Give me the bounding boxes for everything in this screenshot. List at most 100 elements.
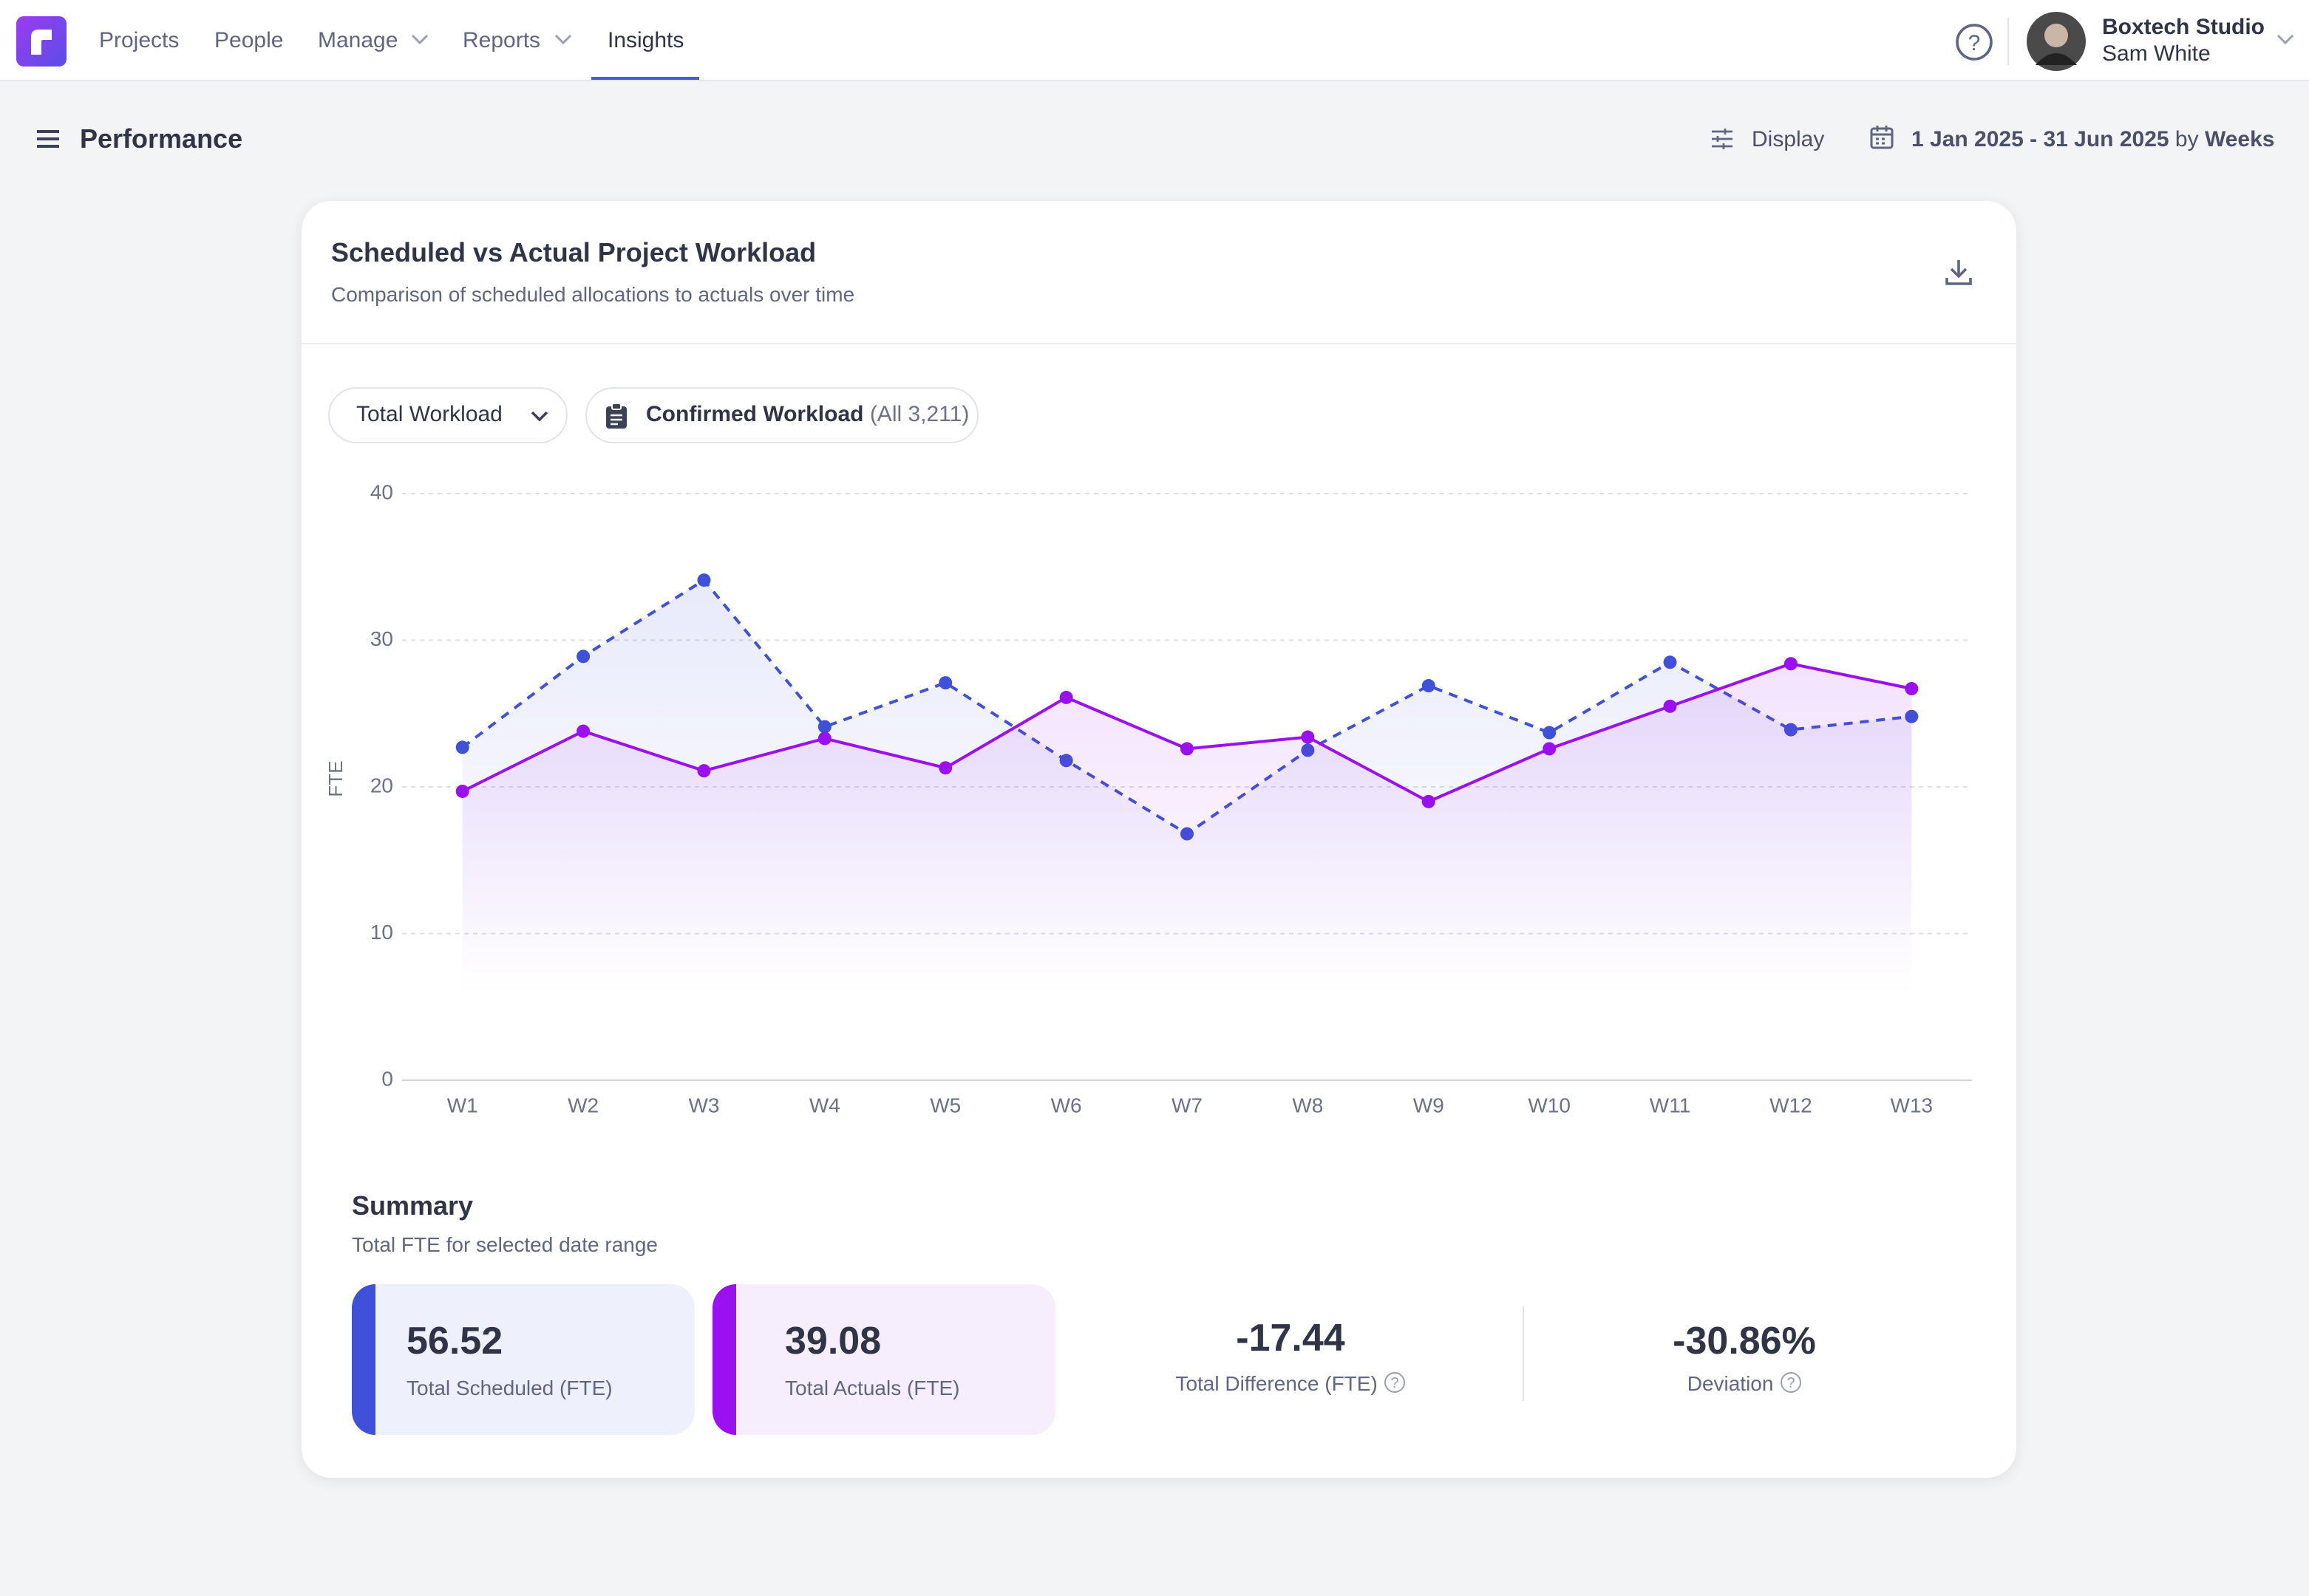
svg-text:?: ? — [1786, 1375, 1795, 1391]
x-tick-label: W3 — [688, 1094, 719, 1116]
data-point — [697, 764, 711, 778]
y-tick-label: 30 — [370, 627, 393, 650]
chevron — [531, 411, 548, 422]
chevron[interactable] — [2276, 33, 2294, 47]
stat-card: 39.08 Total Actuals (FTE) — [713, 1284, 1055, 1435]
download-icon[interactable] — [1944, 257, 1973, 287]
y-tick-label: 10 — [370, 921, 393, 944]
x-tick-label: W4 — [809, 1094, 840, 1116]
chevron — [411, 34, 429, 45]
date-range-text: 1 Jan 2025 - 31 Jun 2025 — [1911, 127, 2169, 152]
data-point — [697, 573, 711, 587]
stat-value: -17.44 — [1236, 1315, 1345, 1360]
clipboard-icon — [606, 403, 627, 429]
data-point — [1783, 657, 1798, 671]
stat-stripe — [713, 1284, 736, 1435]
summary-title: Summary — [352, 1191, 474, 1221]
y-tick-label: 20 — [370, 774, 393, 797]
y-tick-label: 40 — [370, 480, 393, 503]
avatar[interactable] — [2027, 12, 2086, 71]
data-point — [1663, 655, 1677, 669]
x-tick-label: W10 — [1528, 1094, 1571, 1116]
data-point — [1663, 699, 1677, 713]
stat-label: Deviation — [1687, 1371, 1774, 1395]
x-tick-label: W9 — [1413, 1094, 1444, 1116]
data-point — [1905, 682, 1919, 696]
nav-link-active[interactable]: Insights — [608, 28, 684, 53]
nav-link[interactable]: People — [214, 28, 284, 53]
data-point — [1543, 742, 1557, 756]
stat-label-row: Total Difference (FTE) ? — [1143, 1371, 1438, 1395]
data-point — [1421, 679, 1435, 693]
stat-label: Total Scheduled (FTE) — [407, 1376, 613, 1399]
data-point — [817, 732, 832, 746]
x-tick-label: W11 — [1650, 1094, 1691, 1116]
data-point — [455, 740, 469, 754]
nav-link[interactable]: Projects — [99, 28, 180, 53]
nav-link[interactable]: Reports — [463, 28, 541, 53]
x-tick-label: W12 — [1769, 1094, 1812, 1116]
data-point — [1301, 730, 1315, 744]
card-subtitle: Comparison of scheduled allocations to a… — [331, 282, 855, 306]
top-nav: Projects People Manage Reports Insights … — [0, 0, 2309, 81]
svg-text:?: ? — [1968, 31, 1981, 55]
x-tick-label: W5 — [930, 1094, 961, 1116]
logo[interactable] — [16, 16, 67, 66]
data-point — [1059, 690, 1073, 704]
stat-value: -30.86% — [1673, 1318, 1816, 1363]
granularity: Weeks — [2204, 127, 2275, 152]
svg-text:?: ? — [1390, 1375, 1398, 1391]
display-button[interactable]: Display — [1752, 127, 1825, 152]
page-title: Performance — [80, 124, 243, 154]
menu-icon[interactable] — [35, 127, 61, 151]
data-point — [1543, 726, 1557, 740]
data-point — [577, 724, 591, 738]
x-tick-label: W8 — [1292, 1094, 1323, 1116]
user-name: Sam White — [2102, 41, 2211, 66]
x-tick-label: W13 — [1891, 1094, 1934, 1116]
nav-link[interactable]: Manage — [318, 28, 398, 53]
chevron — [554, 34, 572, 45]
info-icon[interactable]: ? — [1779, 1371, 1801, 1394]
series-area — [462, 664, 1912, 1080]
help-icon[interactable]: ? — [1954, 22, 1994, 62]
data-point — [1421, 794, 1435, 808]
divider — [302, 343, 2016, 344]
stat-card: 56.52 Total Scheduled (FTE) — [352, 1284, 695, 1435]
filter-dropdown[interactable]: Total Workload — [328, 387, 568, 443]
stat-label-row: Deviation ? — [1596, 1371, 1892, 1395]
data-point — [939, 761, 953, 775]
filter-chip[interactable]: Confirmed Workload (All 3,211) — [585, 387, 979, 443]
filter-count: (All 3,211) — [869, 402, 970, 427]
data-point — [939, 676, 953, 690]
date-range[interactable]: 1 Jan 2025 - 31 Jun 2025 by Weeks — [1911, 127, 2274, 152]
stat-stripe — [352, 1284, 375, 1435]
by-text: by — [2174, 127, 2199, 152]
summary-subtitle: Total FTE for selected date range — [352, 1232, 658, 1256]
x-tick-label: W1 — [447, 1094, 478, 1116]
x-tick-label: W7 — [1171, 1094, 1203, 1116]
divider — [1523, 1306, 1524, 1401]
data-point — [817, 720, 832, 734]
data-point — [455, 784, 469, 798]
filter-text: Confirmed Workload — [646, 402, 864, 427]
filter-text: Total Workload — [356, 402, 503, 427]
y-axis-label: FTE — [324, 760, 347, 797]
y-tick-label: 0 — [381, 1067, 393, 1090]
data-point — [577, 649, 591, 664]
calendar-icon — [1870, 126, 1894, 149]
stat-value: 39.08 — [785, 1318, 882, 1363]
stat-label: Total Actuals (FTE) — [785, 1376, 960, 1399]
info-icon[interactable]: ? — [1384, 1371, 1406, 1394]
org-name: Boxtech Studio — [2102, 15, 2265, 40]
stat-value: 56.52 — [407, 1318, 503, 1363]
display-icon[interactable] — [1710, 127, 1734, 151]
card-title: Scheduled vs Actual Project Workload — [331, 238, 817, 267]
data-point — [1180, 742, 1194, 756]
divider — [2007, 18, 2009, 65]
stat-label: Total Difference (FTE) — [1175, 1371, 1378, 1395]
x-tick-label: W2 — [568, 1094, 599, 1116]
